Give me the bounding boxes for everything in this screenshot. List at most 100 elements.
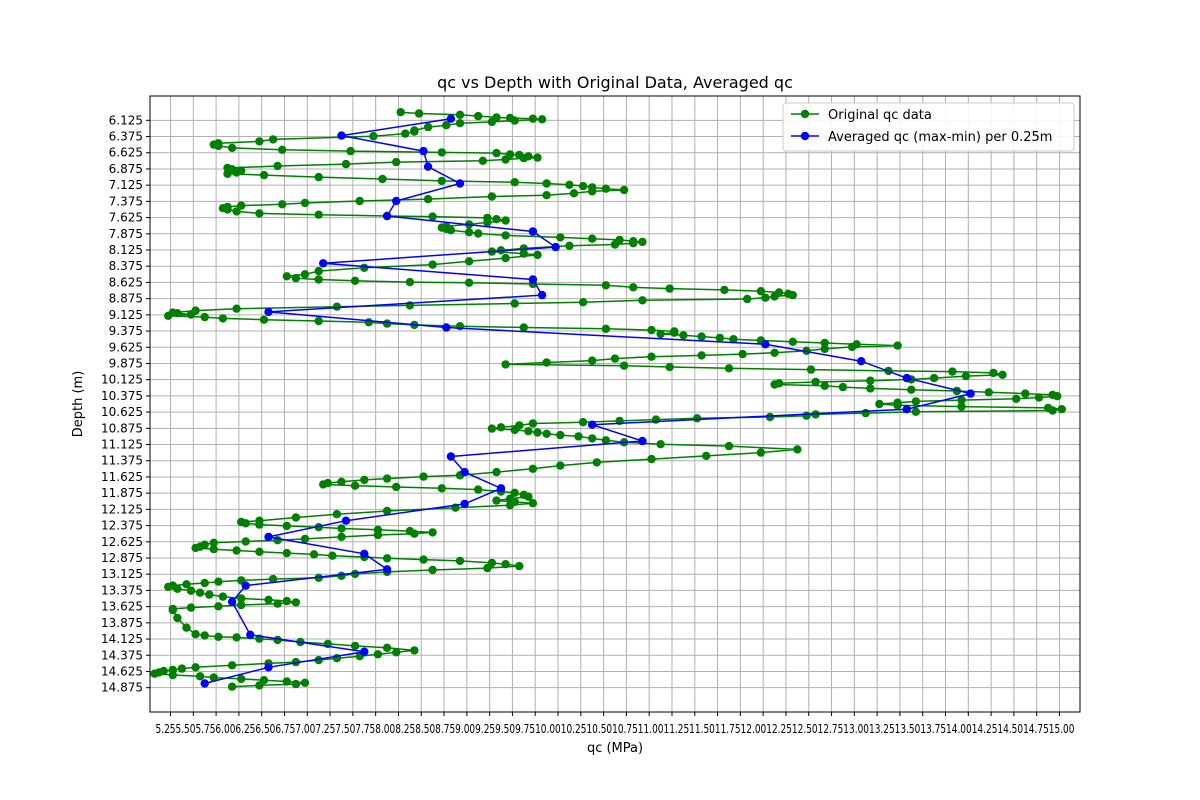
y-tick-label: 6.875	[109, 162, 143, 176]
data-point	[811, 377, 820, 387]
data-point	[355, 196, 364, 206]
data-point	[588, 434, 597, 443]
data-point	[651, 415, 661, 424]
data-point	[515, 561, 524, 571]
data-point	[428, 212, 437, 221]
series-1	[200, 114, 975, 688]
data-point	[793, 445, 802, 454]
data-point	[692, 414, 702, 423]
data-point	[647, 352, 656, 361]
y-axis-label: Depth (m)	[71, 371, 86, 438]
data-point	[182, 623, 191, 632]
data-point	[556, 233, 565, 242]
data-point	[259, 315, 269, 324]
data-point	[237, 600, 246, 610]
data-point	[200, 578, 209, 588]
y-tick-label: 14.875	[101, 681, 143, 695]
data-point	[428, 565, 437, 575]
data-point	[911, 407, 921, 416]
data-point	[164, 311, 173, 320]
y-tick-label: 13.125	[101, 567, 143, 581]
data-point	[227, 597, 237, 606]
y-tick-label: 13.625	[101, 600, 143, 614]
data-point	[619, 361, 629, 370]
series-layer	[150, 108, 1067, 691]
data-point	[437, 176, 446, 186]
data-point	[337, 524, 346, 533]
y-tick-label: 7.125	[109, 178, 143, 192]
data-point	[360, 647, 369, 656]
data-point	[455, 119, 465, 128]
data-point	[309, 550, 319, 559]
data-point	[273, 161, 282, 171]
data-point	[638, 296, 647, 305]
data-point	[656, 329, 665, 339]
data-point	[510, 425, 519, 435]
data-point	[255, 137, 264, 146]
data-point	[501, 155, 510, 164]
data-point	[419, 555, 428, 564]
data-point	[460, 467, 469, 477]
data-point	[893, 401, 902, 410]
data-point	[259, 170, 269, 180]
data-point	[857, 357, 866, 366]
y-tick-label: 7.875	[109, 227, 143, 241]
data-point	[455, 179, 465, 188]
y-tick-label: 14.125	[101, 632, 143, 646]
data-point	[378, 174, 387, 184]
data-point	[264, 532, 273, 542]
y-tick-label: 6.375	[109, 130, 143, 144]
data-point	[200, 631, 209, 640]
data-point	[382, 474, 392, 483]
data-point	[360, 549, 369, 558]
data-point	[200, 679, 209, 688]
data-point	[291, 679, 301, 689]
legend-label-averaged: Averaged qc (max-min) per 0.25m	[828, 130, 1052, 145]
data-point	[592, 458, 601, 467]
data-point	[510, 116, 519, 125]
data-point	[332, 510, 342, 519]
data-point	[182, 580, 191, 589]
data-point	[656, 440, 665, 449]
data-point	[291, 274, 301, 283]
y-tick-label: 9.125	[109, 308, 143, 322]
data-point	[300, 270, 310, 279]
data-point	[601, 324, 611, 333]
data-point	[761, 340, 770, 349]
data-point	[300, 534, 310, 544]
data-point	[350, 569, 360, 579]
data-point	[282, 596, 291, 606]
data-point	[537, 115, 547, 124]
y-tick-label: 7.625	[109, 211, 143, 225]
data-point	[474, 229, 483, 238]
data-point	[177, 664, 187, 673]
data-point	[483, 563, 492, 573]
data-point	[528, 464, 538, 473]
data-point	[533, 153, 542, 162]
data-point	[519, 249, 528, 258]
data-point	[232, 207, 241, 216]
data-point	[382, 554, 392, 563]
y-tick-label: 11.625	[101, 470, 143, 484]
data-point	[724, 364, 734, 373]
data-point	[492, 215, 501, 224]
data-point	[191, 663, 200, 672]
y-tick-label: 8.625	[109, 275, 143, 289]
data-point	[761, 293, 770, 302]
legend-label-original: Original qc data	[828, 108, 932, 123]
data-point	[492, 148, 501, 158]
y-tick-label: 8.125	[109, 243, 143, 257]
data-point	[300, 678, 310, 687]
data-point	[519, 154, 528, 163]
data-point	[346, 146, 355, 156]
data-point	[542, 191, 551, 200]
data-point	[464, 257, 474, 266]
data-point	[537, 290, 547, 300]
data-point	[360, 475, 369, 485]
data-point	[474, 485, 483, 494]
data-point	[533, 428, 542, 437]
data-point	[528, 499, 538, 508]
data-point	[770, 292, 779, 301]
data-point	[524, 492, 533, 501]
data-point	[410, 529, 419, 538]
